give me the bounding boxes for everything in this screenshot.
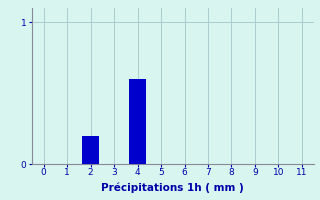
X-axis label: Précipitations 1h ( mm ): Précipitations 1h ( mm ) <box>101 183 244 193</box>
Bar <box>129 79 146 164</box>
Bar <box>83 136 99 164</box>
